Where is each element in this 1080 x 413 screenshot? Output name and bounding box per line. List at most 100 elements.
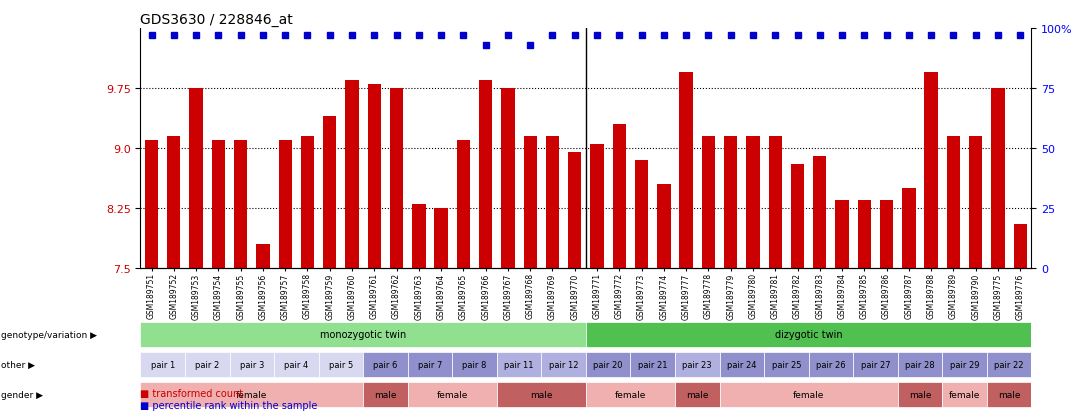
Text: ■ transformed count: ■ transformed count [140,388,243,398]
Bar [591,145,604,268]
Bar [1014,225,1027,268]
Text: pair 26: pair 26 [816,360,846,369]
Text: monozygotic twin: monozygotic twin [320,330,406,339]
Text: pair 6: pair 6 [374,360,397,369]
FancyBboxPatch shape [987,352,1031,377]
Bar [256,244,270,268]
FancyBboxPatch shape [585,382,675,408]
Bar [279,141,292,268]
Bar [300,137,314,268]
Bar [635,161,648,268]
Text: GDS3630 / 228846_at: GDS3630 / 228846_at [140,12,293,26]
FancyBboxPatch shape [897,352,942,377]
Text: ■ percentile rank within the sample: ■ percentile rank within the sample [140,401,318,411]
Bar [167,137,180,268]
Text: female: female [615,390,646,399]
Text: female: female [436,390,468,399]
Bar [145,141,158,268]
FancyBboxPatch shape [765,352,809,377]
Text: pair 4: pair 4 [284,360,309,369]
Bar [234,141,247,268]
Bar [791,165,805,268]
Bar [612,125,626,268]
Bar [657,185,671,268]
FancyBboxPatch shape [185,352,229,377]
Text: pair 21: pair 21 [638,360,667,369]
Bar [902,189,916,268]
FancyBboxPatch shape [675,382,719,408]
Text: male: male [374,390,396,399]
Bar [457,141,470,268]
Text: male: male [686,390,708,399]
Text: pair 25: pair 25 [771,360,801,369]
FancyBboxPatch shape [675,352,719,377]
Text: pair 2: pair 2 [195,360,219,369]
Text: dizygotic twin: dizygotic twin [774,330,842,339]
Text: pair 12: pair 12 [549,360,579,369]
Text: pair 29: pair 29 [949,360,980,369]
Text: pair 11: pair 11 [504,360,534,369]
Bar [390,89,403,268]
FancyBboxPatch shape [140,322,585,347]
Text: pair 22: pair 22 [995,360,1024,369]
Bar [880,201,893,268]
Bar [413,204,426,268]
Text: pair 27: pair 27 [861,360,890,369]
Bar [501,89,515,268]
FancyBboxPatch shape [140,382,363,408]
Text: pair 20: pair 20 [593,360,623,369]
FancyBboxPatch shape [363,352,407,377]
FancyBboxPatch shape [585,352,631,377]
FancyBboxPatch shape [319,352,363,377]
Text: pair 23: pair 23 [683,360,712,369]
FancyBboxPatch shape [541,352,585,377]
FancyBboxPatch shape [453,352,497,377]
Bar [813,157,826,268]
Bar [969,137,983,268]
Text: other ▶: other ▶ [1,360,35,369]
Text: pair 5: pair 5 [328,360,353,369]
Bar [189,89,203,268]
Text: male: male [998,390,1021,399]
FancyBboxPatch shape [853,352,897,377]
FancyBboxPatch shape [229,352,274,377]
Text: pair 3: pair 3 [240,360,264,369]
FancyBboxPatch shape [407,352,453,377]
FancyBboxPatch shape [274,352,319,377]
Text: pair 7: pair 7 [418,360,442,369]
FancyBboxPatch shape [942,382,987,408]
Text: genotype/variation ▶: genotype/variation ▶ [1,330,97,339]
Bar [568,153,581,268]
Text: female: female [949,390,981,399]
Text: male: male [530,390,553,399]
Text: pair 24: pair 24 [727,360,757,369]
Bar [212,141,225,268]
Bar [991,89,1004,268]
Bar [478,81,492,268]
Text: gender ▶: gender ▶ [1,390,43,399]
Bar [858,201,870,268]
Bar [524,137,537,268]
FancyBboxPatch shape [407,382,497,408]
Text: pair 1: pair 1 [150,360,175,369]
FancyBboxPatch shape [719,352,765,377]
Bar [545,137,559,268]
FancyBboxPatch shape [497,382,585,408]
Bar [702,137,715,268]
FancyBboxPatch shape [585,322,1031,347]
Bar [947,137,960,268]
Text: male: male [908,390,931,399]
FancyBboxPatch shape [719,382,897,408]
FancyBboxPatch shape [942,352,987,377]
Bar [346,81,359,268]
FancyBboxPatch shape [363,382,407,408]
Bar [679,73,693,268]
FancyBboxPatch shape [497,352,541,377]
Bar [836,201,849,268]
FancyBboxPatch shape [897,382,942,408]
Bar [746,137,759,268]
Bar [323,117,337,268]
Bar [434,209,448,268]
Text: female: female [793,390,824,399]
Bar [367,85,381,268]
